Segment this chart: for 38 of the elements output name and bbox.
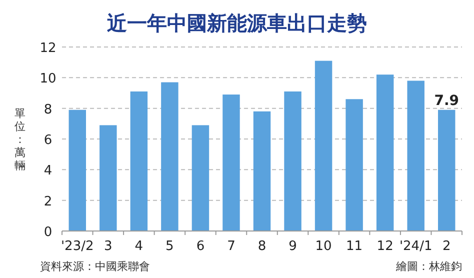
text: 繪圖：林維鈞 [395, 260, 462, 273]
x-tick-label: 3 [104, 239, 112, 254]
x-tick-label: 4 [134, 239, 144, 254]
data-label: 7.9 [434, 92, 460, 109]
bar [253, 111, 271, 231]
y-tick-label: 8 [44, 102, 52, 118]
y-tick-label: 6 [44, 133, 52, 148]
y-tick-label: 10 [40, 72, 56, 87]
y-tick-label: 4 [44, 164, 52, 179]
bar [192, 125, 210, 231]
bar [68, 110, 86, 231]
bar [284, 91, 302, 231]
x-tick-label: 2 [442, 239, 451, 254]
y-axis-title: 單位：萬輛 [14, 107, 26, 172]
bar [130, 91, 148, 231]
x-tick-label: '24/1 [399, 239, 432, 254]
bar [100, 125, 117, 231]
x-tick-label: 10 [315, 239, 332, 254]
bar [222, 94, 240, 231]
y-tick-label: 12 [40, 41, 56, 56]
x-tick-label: 9 [288, 239, 297, 254]
x-tick-label: 8 [258, 239, 266, 254]
bar [161, 82, 178, 231]
x-tick-label: 11 [346, 239, 363, 254]
source-note: 資料來源：中國乘聯會 [40, 260, 150, 273]
y-tick-label: 0 [44, 225, 52, 240]
x-tick-label: 7 [227, 239, 236, 254]
x-tick-label: '23/2 [60, 239, 94, 254]
x-tick-label: 6 [196, 239, 205, 254]
y-tick-label: 2 [44, 194, 52, 210]
chart-title: 近一年中國新能源車出口走勢 [106, 11, 367, 35]
bar [376, 74, 394, 231]
x-tick-label: 12 [376, 239, 394, 254]
bar [314, 60, 332, 231]
bar [438, 110, 456, 231]
bar [346, 99, 363, 231]
bar [407, 80, 424, 231]
x-tick-label: 5 [166, 239, 174, 254]
